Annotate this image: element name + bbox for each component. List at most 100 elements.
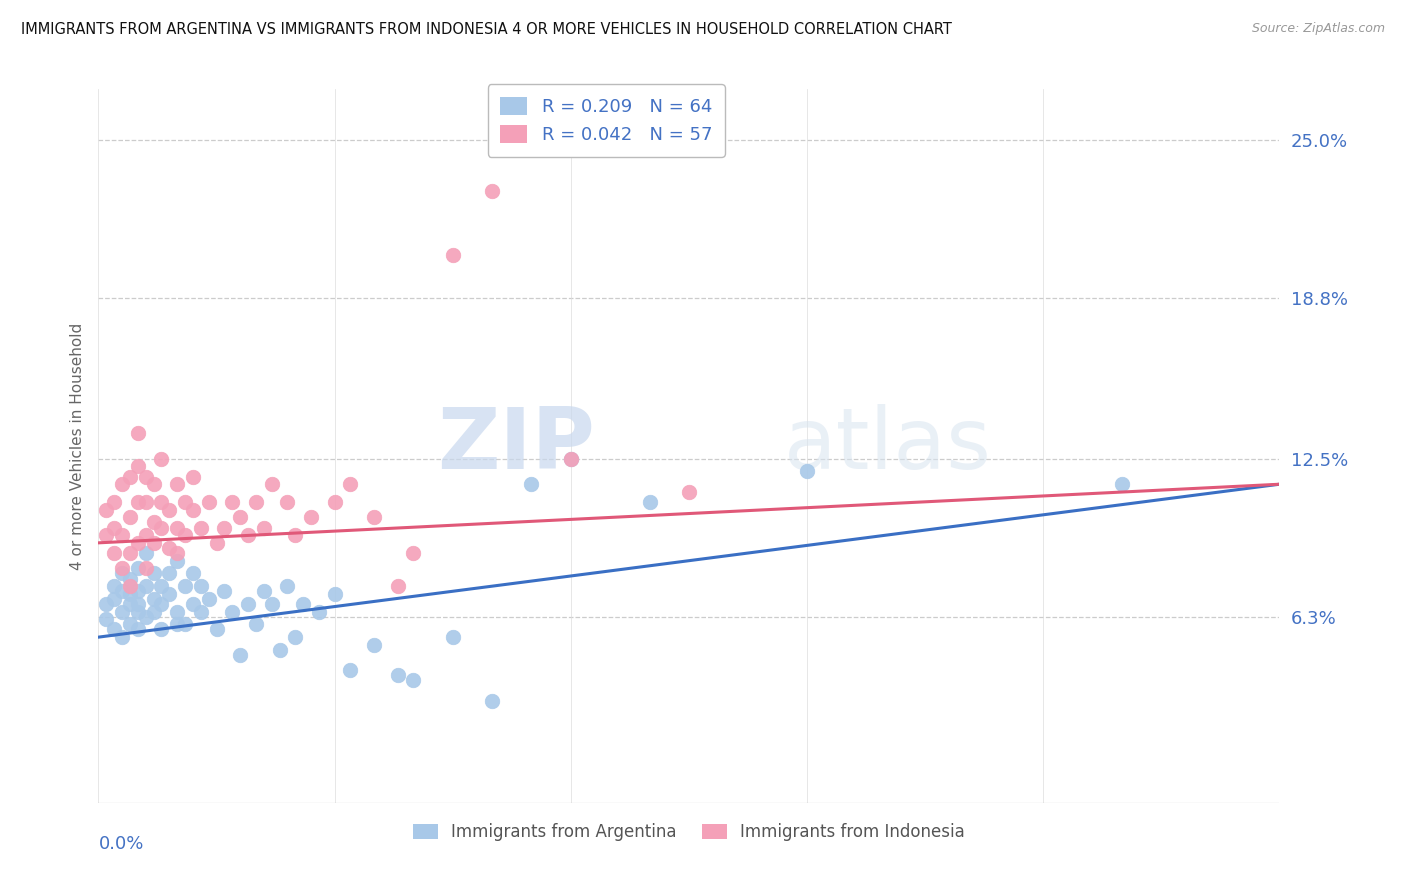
Point: [111, 477, 134, 491]
Point: [157, 541, 180, 555]
Point: [118, 597, 141, 611]
Point: [292, 597, 315, 611]
Point: [284, 630, 307, 644]
Point: [96, 612, 118, 626]
Point: [127, 426, 149, 441]
Point: [166, 605, 188, 619]
Point: [197, 591, 219, 606]
Point: [127, 605, 149, 619]
Point: [260, 477, 283, 491]
Point: [96, 502, 118, 516]
Point: [363, 638, 385, 652]
Point: [135, 609, 157, 624]
Point: [221, 495, 243, 509]
Point: [339, 663, 361, 677]
Point: [118, 546, 141, 560]
Point: [142, 605, 165, 619]
Point: [308, 605, 330, 619]
Point: [103, 623, 125, 637]
Point: [284, 528, 307, 542]
Point: [142, 516, 165, 530]
Point: [118, 510, 141, 524]
Point: [229, 510, 252, 524]
Point: [260, 597, 283, 611]
Point: [299, 510, 322, 524]
Point: [323, 495, 346, 509]
Point: [174, 528, 197, 542]
Point: [127, 459, 149, 474]
Point: [111, 605, 134, 619]
Point: [402, 673, 425, 688]
Point: [796, 465, 818, 479]
Point: [166, 520, 188, 534]
Point: [103, 579, 125, 593]
Point: [150, 597, 173, 611]
Point: [111, 528, 134, 542]
Point: [166, 554, 188, 568]
Point: [276, 579, 298, 593]
Point: [118, 587, 141, 601]
Point: [118, 572, 141, 586]
Point: [127, 597, 149, 611]
Point: [111, 630, 134, 644]
Point: [229, 648, 252, 662]
Point: [253, 584, 276, 599]
Point: [166, 546, 188, 560]
Point: [127, 536, 149, 550]
Point: [441, 248, 464, 262]
Point: [481, 694, 503, 708]
Point: [520, 477, 543, 491]
Point: [135, 495, 157, 509]
Text: atlas: atlas: [783, 404, 991, 488]
Point: [127, 561, 149, 575]
Point: [197, 495, 219, 509]
Point: [118, 469, 141, 483]
Point: [111, 584, 134, 599]
Point: [269, 643, 291, 657]
Point: [142, 536, 165, 550]
Text: Source: ZipAtlas.com: Source: ZipAtlas.com: [1251, 22, 1385, 36]
Point: [638, 495, 661, 509]
Point: [245, 617, 267, 632]
Text: ZIP: ZIP: [437, 404, 595, 488]
Point: [205, 536, 228, 550]
Point: [190, 605, 212, 619]
Point: [181, 502, 204, 516]
Point: [323, 587, 346, 601]
Point: [166, 617, 188, 632]
Point: [157, 502, 180, 516]
Legend: Immigrants from Argentina, Immigrants from Indonesia: Immigrants from Argentina, Immigrants fr…: [406, 817, 972, 848]
Point: [127, 584, 149, 599]
Point: [236, 528, 259, 542]
Point: [135, 561, 157, 575]
Point: [157, 566, 180, 581]
Point: [103, 591, 125, 606]
Point: [135, 469, 157, 483]
Point: [135, 579, 157, 593]
Point: [190, 579, 212, 593]
Point: [142, 566, 165, 581]
Point: [174, 495, 197, 509]
Point: [441, 630, 464, 644]
Point: [118, 579, 141, 593]
Point: [1111, 477, 1133, 491]
Point: [150, 451, 173, 466]
Point: [150, 495, 173, 509]
Point: [205, 623, 228, 637]
Point: [236, 597, 259, 611]
Point: [560, 451, 582, 466]
Point: [103, 546, 125, 560]
Point: [127, 495, 149, 509]
Point: [276, 495, 298, 509]
Point: [96, 597, 118, 611]
Point: [111, 561, 134, 575]
Point: [166, 477, 188, 491]
Point: [363, 510, 385, 524]
Point: [150, 623, 173, 637]
Text: IMMIGRANTS FROM ARGENTINA VS IMMIGRANTS FROM INDONESIA 4 OR MORE VEHICLES IN HOU: IMMIGRANTS FROM ARGENTINA VS IMMIGRANTS …: [21, 22, 952, 37]
Point: [339, 477, 361, 491]
Point: [127, 623, 149, 637]
Point: [174, 617, 197, 632]
Point: [135, 546, 157, 560]
Point: [150, 579, 173, 593]
